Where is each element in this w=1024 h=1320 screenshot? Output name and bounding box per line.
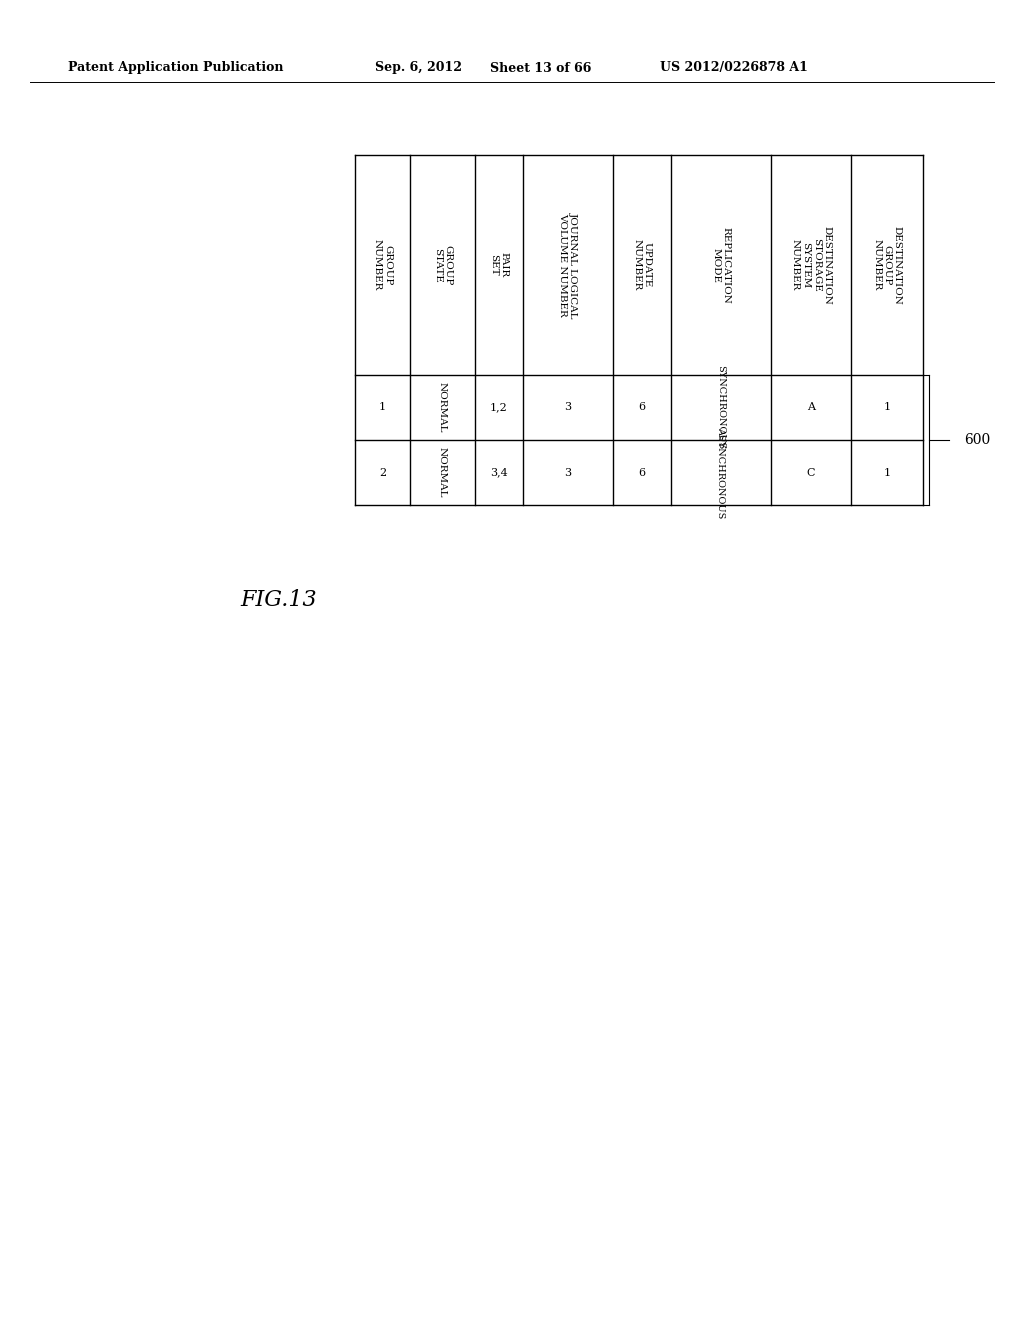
Text: 3: 3 (564, 467, 571, 478)
Text: Sep. 6, 2012: Sep. 6, 2012 (375, 62, 462, 74)
Text: REPLICATION
MODE: REPLICATION MODE (712, 227, 731, 304)
Text: JOURNAL LOGICAL
VOLUME NUMBER: JOURNAL LOGICAL VOLUME NUMBER (558, 211, 578, 318)
Text: 1: 1 (884, 467, 891, 478)
Text: NORMAL: NORMAL (438, 383, 447, 433)
Text: DESTINATION
GROUP
NUMBER: DESTINATION GROUP NUMBER (872, 226, 902, 305)
Text: ASYNCHRONOUS: ASYNCHRONOUS (717, 426, 725, 519)
Text: UPDATE
NUMBER: UPDATE NUMBER (632, 239, 651, 290)
Text: 1: 1 (379, 403, 386, 412)
Text: 3: 3 (564, 403, 571, 412)
Text: DESTINATION
STORAGE
SYSTEM
NUMBER: DESTINATION STORAGE SYSTEM NUMBER (791, 226, 831, 305)
Text: GROUP
STATE: GROUP STATE (433, 244, 453, 285)
Text: 6: 6 (638, 403, 645, 412)
Text: GROUP
NUMBER: GROUP NUMBER (373, 239, 392, 290)
Text: FIG.13: FIG.13 (240, 589, 316, 611)
Text: US 2012/0226878 A1: US 2012/0226878 A1 (660, 62, 808, 74)
Text: A: A (807, 403, 815, 412)
Text: C: C (807, 467, 815, 478)
Text: PAIR
SET: PAIR SET (489, 252, 509, 277)
Text: 1,2: 1,2 (490, 403, 508, 412)
Text: Sheet 13 of 66: Sheet 13 of 66 (490, 62, 592, 74)
Text: Patent Application Publication: Patent Application Publication (68, 62, 284, 74)
Text: SYNCHRONOUS: SYNCHRONOUS (717, 366, 725, 450)
Text: NORMAL: NORMAL (438, 447, 447, 498)
Text: 2: 2 (379, 467, 386, 478)
Text: 600: 600 (964, 433, 990, 447)
Text: 6: 6 (638, 467, 645, 478)
Text: 3,4: 3,4 (490, 467, 508, 478)
Text: 1: 1 (884, 403, 891, 412)
